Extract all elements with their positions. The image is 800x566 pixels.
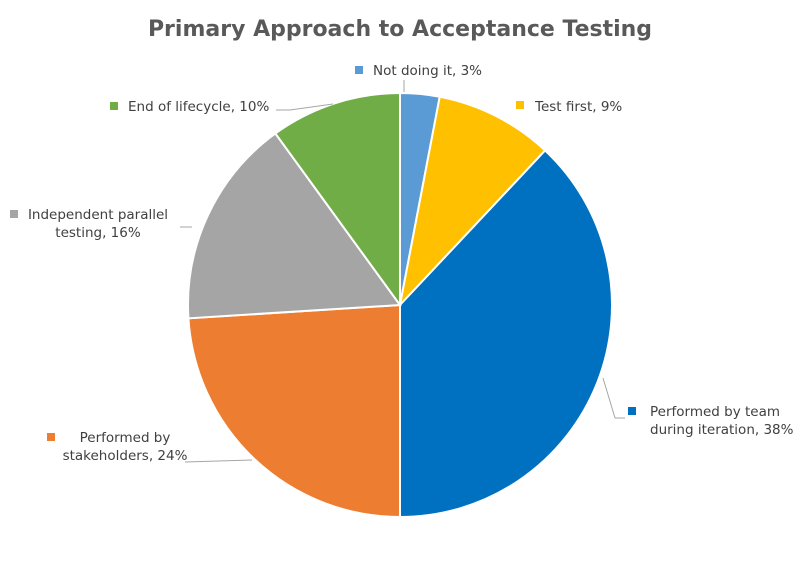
label-marker-5 — [110, 102, 118, 110]
data-label-2: Performed by team during iteration, 38% — [650, 404, 794, 438]
label-marker-0 — [355, 66, 363, 74]
label-marker-3 — [47, 433, 55, 441]
label-marker-1 — [516, 101, 524, 109]
pie-slice-5 — [273, 91, 401, 309]
data-label-4: Independent parallel testing, 16% — [28, 207, 168, 241]
leader-line-3 — [184, 459, 253, 463]
pie-slice-4 — [187, 132, 402, 320]
leader-line-2 — [602, 377, 625, 419]
data-label-3: Performed by stakeholders, 24% — [63, 430, 188, 464]
leader-line-5 — [276, 103, 334, 111]
chart-title: Primary Approach to Acceptance Testing — [148, 17, 652, 42]
pie-slice-2 — [399, 149, 613, 519]
data-label-0: Not doing it, 3% — [373, 63, 482, 79]
label-marker-2 — [628, 407, 636, 415]
label-marker-4 — [10, 210, 18, 218]
pie-slice-3 — [187, 303, 401, 519]
data-label-5: End of lifecycle, 10% — [128, 99, 269, 115]
data-label-1: Test first, 9% — [534, 99, 622, 115]
pie-slice-1 — [398, 95, 547, 309]
